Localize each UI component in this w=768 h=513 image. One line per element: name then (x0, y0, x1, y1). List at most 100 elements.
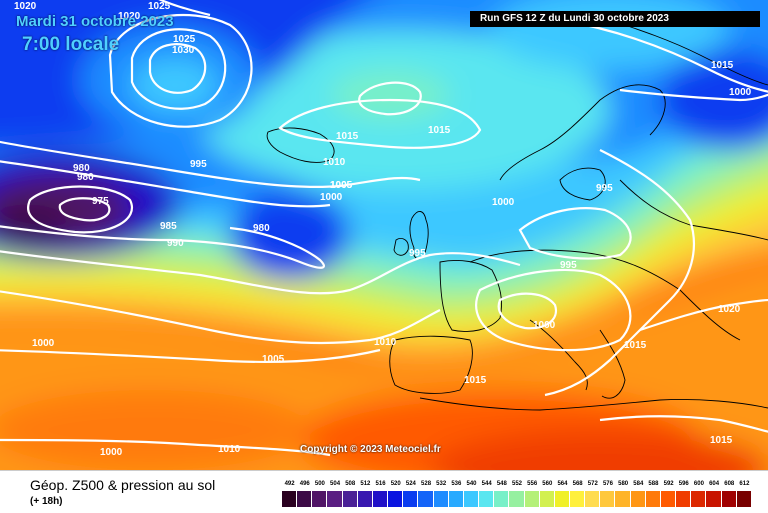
legend-footer: Géop. Z500 & pression au sol (+ 18h) 492… (0, 470, 768, 513)
chart-title: Géop. Z500 & pression au sol (30, 477, 216, 493)
scale-swatch (630, 491, 646, 507)
scale-tick-label: 588 (648, 481, 659, 487)
isobar-label: 1000 (32, 338, 55, 349)
scale-swatch (554, 491, 570, 507)
scale-tick-label: 524 (405, 481, 416, 487)
scale-swatch (615, 491, 631, 507)
scale-swatch (676, 491, 692, 507)
scale-swatch (736, 491, 752, 507)
scale-swatch (448, 491, 464, 507)
isobar-label: 1020 (718, 304, 741, 315)
isobar-label: 1025 (173, 34, 196, 45)
isobar-label: 995 (190, 159, 207, 170)
isobar-label: 1005 (330, 180, 353, 191)
color-scale: 492 496 500 504 508 512 516 520 524 528 532 536 540 5… (282, 471, 752, 513)
isobar-labels: 1020 1025 1020 1025 1030 1015 1015 1005 … (14, 1, 752, 458)
scale-swatch (539, 491, 555, 507)
scale-tick-label: 548 (496, 481, 507, 487)
scale-bar (282, 491, 752, 507)
forecast-time: 7:00 locale (22, 34, 120, 55)
isobar-label: 975 (92, 196, 109, 207)
scale-tick-label: 604 (709, 481, 720, 487)
isobars (0, 0, 768, 455)
isobar-label: 1015 (711, 60, 734, 71)
scale-tick-label: 500 (314, 481, 325, 487)
isobar-label: 980 (253, 223, 270, 234)
scale-tick-label: 560 (542, 481, 553, 487)
scale-swatch (327, 491, 343, 507)
isobar-label: 985 (160, 221, 177, 232)
scale-tick-label: 540 (466, 481, 477, 487)
scale-swatch (388, 491, 404, 507)
scale-tick-label: 516 (375, 481, 386, 487)
scale-tick-label: 592 (663, 481, 674, 487)
isobar-label: 980 (73, 163, 90, 174)
scale-swatch (463, 491, 480, 507)
scale-swatch (660, 491, 677, 507)
scale-swatch (645, 491, 661, 507)
isobar-label: 1015 (464, 375, 487, 386)
isobar-label: 1015 (428, 125, 451, 136)
scale-swatch (524, 491, 540, 507)
scale-swatch (479, 491, 495, 507)
isobar-label: 1000 (320, 192, 343, 203)
scale-tick-label: 532 (436, 481, 447, 487)
isobar-label: 995 (409, 248, 426, 259)
isobar-label: 995 (596, 183, 613, 194)
isobar-label: 1000 (492, 197, 515, 208)
scale-tick-label: 520 (390, 481, 401, 487)
scale-swatch (600, 491, 616, 507)
scale-tick-label: 564 (557, 481, 568, 487)
isobar-label: 1015 (710, 435, 733, 446)
weather-map: 1020 1025 1020 1025 1030 1015 1015 1005 … (0, 0, 768, 470)
isobar-label: 1015 (336, 131, 359, 142)
isobar-label: 1005 (330, 180, 353, 191)
scale-tick-label: 600 (693, 481, 704, 487)
isobar-label: 1000 (100, 447, 123, 458)
isobar-label: 1020 (14, 1, 37, 12)
scale-swatch (372, 491, 389, 507)
scale-swatch (585, 491, 601, 507)
scale-tick-label: 556 (527, 481, 538, 487)
scale-swatch (706, 491, 722, 507)
geopotential-fill (0, 0, 768, 470)
isobar-label: 1005 (262, 354, 285, 365)
isobar-label: 1015 (624, 340, 647, 351)
coastlines (266, 19, 768, 411)
isobar-label: 995 (560, 260, 577, 271)
scale-swatch (569, 491, 586, 507)
scale-labels: 492 496 500 504 508 512 516 520 524 528 532 536 540 5… (282, 481, 752, 490)
isobar-label: 1000 (729, 87, 752, 98)
scale-tick-label: 496 (299, 481, 310, 487)
scale-swatch (312, 491, 328, 507)
scale-tick-label: 512 (360, 481, 371, 487)
isobar-label: 1010 (218, 444, 241, 455)
scale-tick-label: 608 (724, 481, 735, 487)
scale-tick-label: 580 (618, 481, 629, 487)
scale-tick-label: 528 (421, 481, 432, 487)
scale-swatch (357, 491, 373, 507)
scale-tick-label: 576 (602, 481, 613, 487)
isobar-label: 1025 (148, 1, 171, 12)
forecast-date: Mardi 31 octobre 2023 (16, 13, 174, 30)
scale-tick-label: 492 (284, 481, 295, 487)
isobar-label: 1020 (118, 11, 141, 22)
isobar-label: 1000 (533, 320, 556, 331)
scale-swatch (297, 491, 313, 507)
scale-swatch (418, 491, 434, 507)
scale-tick-label: 596 (678, 481, 689, 487)
scale-tick-label: 536 (451, 481, 462, 487)
run-info: Run GFS 12 Z du Lundi 30 octobre 2023 (470, 11, 760, 27)
isobar-label: 980 (77, 172, 94, 183)
scale-tick-label: 572 (587, 481, 598, 487)
scale-swatch (494, 491, 510, 507)
scale-swatch (433, 491, 449, 507)
scale-tick-label: 612 (739, 481, 750, 487)
scale-tick-label: 568 (572, 481, 583, 487)
scale-tick-label: 584 (633, 481, 644, 487)
forecast-offset: (+ 18h) (30, 496, 63, 507)
scale-tick-label: 552 (511, 481, 523, 487)
scale-tick-label: 508 (345, 481, 356, 487)
isobar-label: 990 (167, 238, 184, 249)
